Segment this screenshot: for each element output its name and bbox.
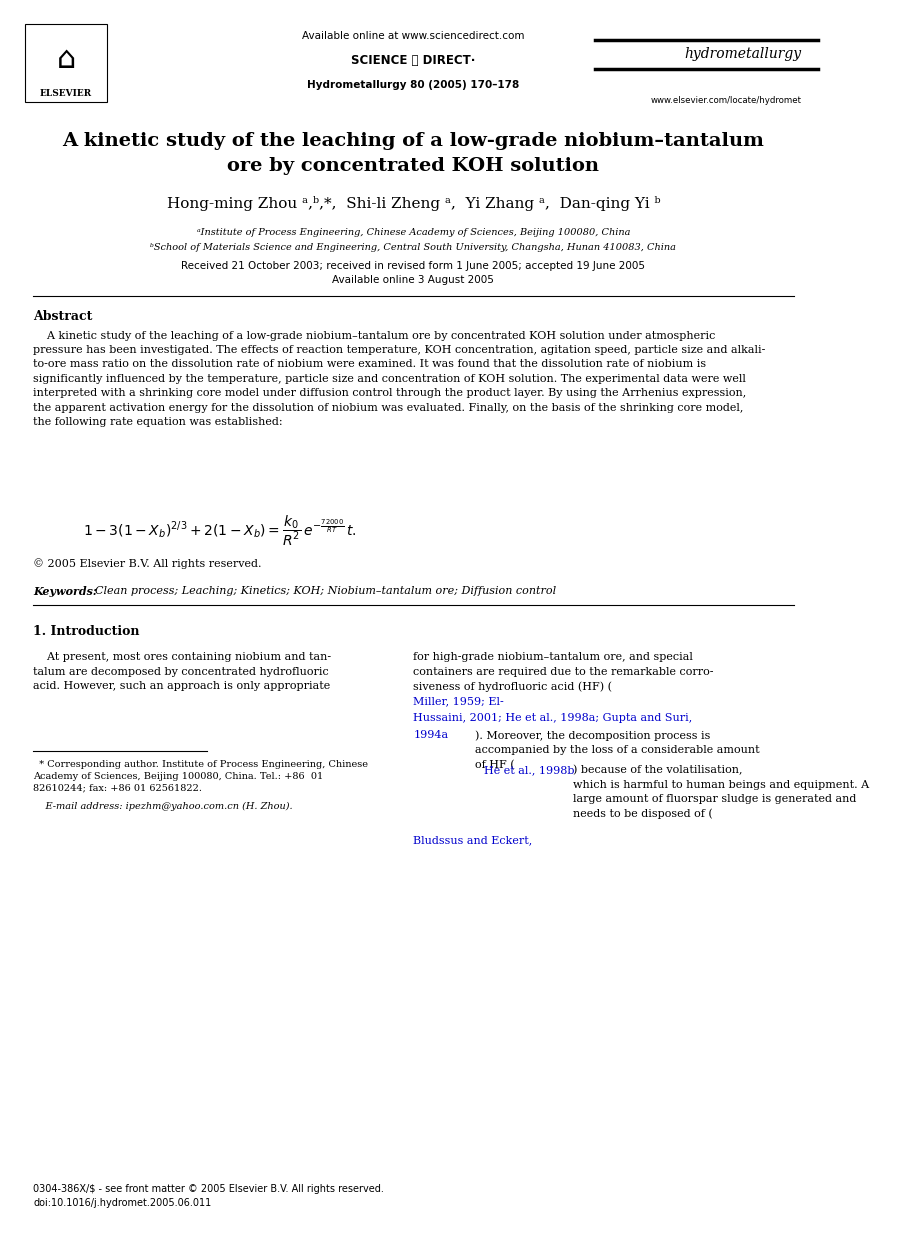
Text: ). Moreover, the decomposition process is
accompanied by the loss of a considera: ). Moreover, the decomposition process i… xyxy=(474,730,759,770)
Text: * Corresponding author. Institute of Process Engineering, Chinese
Academy of Sci: * Corresponding author. Institute of Pro… xyxy=(33,760,368,792)
Text: ⌂: ⌂ xyxy=(56,45,76,74)
Text: © 2005 Elsevier B.V. All rights reserved.: © 2005 Elsevier B.V. All rights reserved… xyxy=(33,558,261,569)
Text: He et al., 1998b: He et al., 1998b xyxy=(483,765,574,775)
Text: A kinetic study of the leaching of a low-grade niobium–tantalum ore by concentra: A kinetic study of the leaching of a low… xyxy=(33,331,766,427)
Text: doi:10.1016/j.hydromet.2005.06.011: doi:10.1016/j.hydromet.2005.06.011 xyxy=(33,1198,211,1208)
Text: Available online 3 August 2005: Available online 3 August 2005 xyxy=(332,275,494,285)
Text: A kinetic study of the leaching of a low-grade niobium–tantalum
ore by concentra: A kinetic study of the leaching of a low… xyxy=(63,132,765,175)
Text: Available online at www.sciencedirect.com: Available online at www.sciencedirect.co… xyxy=(302,31,524,41)
Text: Clean process; Leaching; Kinetics; KOH; Niobium–tantalum ore; Diffusion control: Clean process; Leaching; Kinetics; KOH; … xyxy=(95,586,556,595)
Text: Miller, 1959; El-: Miller, 1959; El- xyxy=(414,696,504,706)
Text: $1 - 3(1-X_b)^{2/3} + 2(1-X_b) = \dfrac{k_0}{R^2}\, e^{-\frac{72000}{RT}}\, t.$: $1 - 3(1-X_b)^{2/3} + 2(1-X_b) = \dfrac{… xyxy=(83,514,356,548)
Text: Abstract: Abstract xyxy=(33,310,93,323)
Text: Bludssus and Eckert,: Bludssus and Eckert, xyxy=(414,836,532,846)
Text: www.elsevier.com/locate/hydromet: www.elsevier.com/locate/hydromet xyxy=(651,95,802,105)
Text: At present, most ores containing niobium and tan-
talum are decomposed by concen: At present, most ores containing niobium… xyxy=(33,652,331,691)
Text: Keywords:: Keywords: xyxy=(33,586,101,597)
Text: ) because of the volatilisation,
which is harmful to human beings and equipment.: ) because of the volatilisation, which i… xyxy=(573,765,869,820)
Text: 1994a: 1994a xyxy=(414,730,448,740)
Text: Hong-ming Zhou ᵃ,ᵇ,*,  Shi-li Zheng ᵃ,  Yi Zhang ᵃ,  Dan-qing Yi ᵇ: Hong-ming Zhou ᵃ,ᵇ,*, Shi-li Zheng ᵃ, Yi… xyxy=(167,196,660,210)
Text: SCIENCE ⓓ DIRECT·: SCIENCE ⓓ DIRECT· xyxy=(351,54,475,67)
Text: hydrometallurgy: hydrometallurgy xyxy=(685,47,802,62)
Text: 0304-386X/$ - see front matter © 2005 Elsevier B.V. All rights reserved.: 0304-386X/$ - see front matter © 2005 El… xyxy=(33,1184,384,1193)
Text: 1. Introduction: 1. Introduction xyxy=(33,625,140,639)
Text: E-mail address: ipezhm@yahoo.com.cn (H. Zhou).: E-mail address: ipezhm@yahoo.com.cn (H. … xyxy=(33,802,293,811)
Text: ELSEVIER: ELSEVIER xyxy=(40,89,93,98)
Text: ᵃInstitute of Process Engineering, Chinese Academy of Sciences, Beijing 100080, : ᵃInstitute of Process Engineering, Chine… xyxy=(197,228,630,238)
FancyBboxPatch shape xyxy=(24,24,107,102)
Text: Hussaini, 2001; He et al., 1998a; Gupta and Suri,: Hussaini, 2001; He et al., 1998a; Gupta … xyxy=(414,713,693,723)
Text: Received 21 October 2003; received in revised form 1 June 2005; accepted 19 June: Received 21 October 2003; received in re… xyxy=(181,261,646,271)
Text: ᵇSchool of Materials Science and Engineering, Central South University, Changsha: ᵇSchool of Materials Science and Enginee… xyxy=(151,243,677,253)
Text: for high-grade niobium–tantalum ore, and special
containers are required due to : for high-grade niobium–tantalum ore, and… xyxy=(414,652,714,692)
Text: Hydrometallurgy 80 (2005) 170–178: Hydrometallurgy 80 (2005) 170–178 xyxy=(307,80,520,90)
